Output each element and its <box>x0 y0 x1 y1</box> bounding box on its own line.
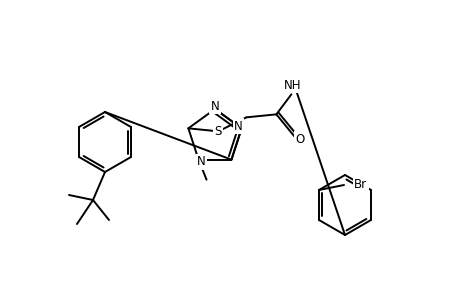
Text: N: N <box>210 100 219 112</box>
Text: NH: NH <box>283 79 301 92</box>
Text: N: N <box>197 155 206 168</box>
Text: N: N <box>234 120 242 133</box>
Text: O: O <box>295 133 304 146</box>
Text: S: S <box>214 125 222 138</box>
Text: Br: Br <box>353 178 366 191</box>
